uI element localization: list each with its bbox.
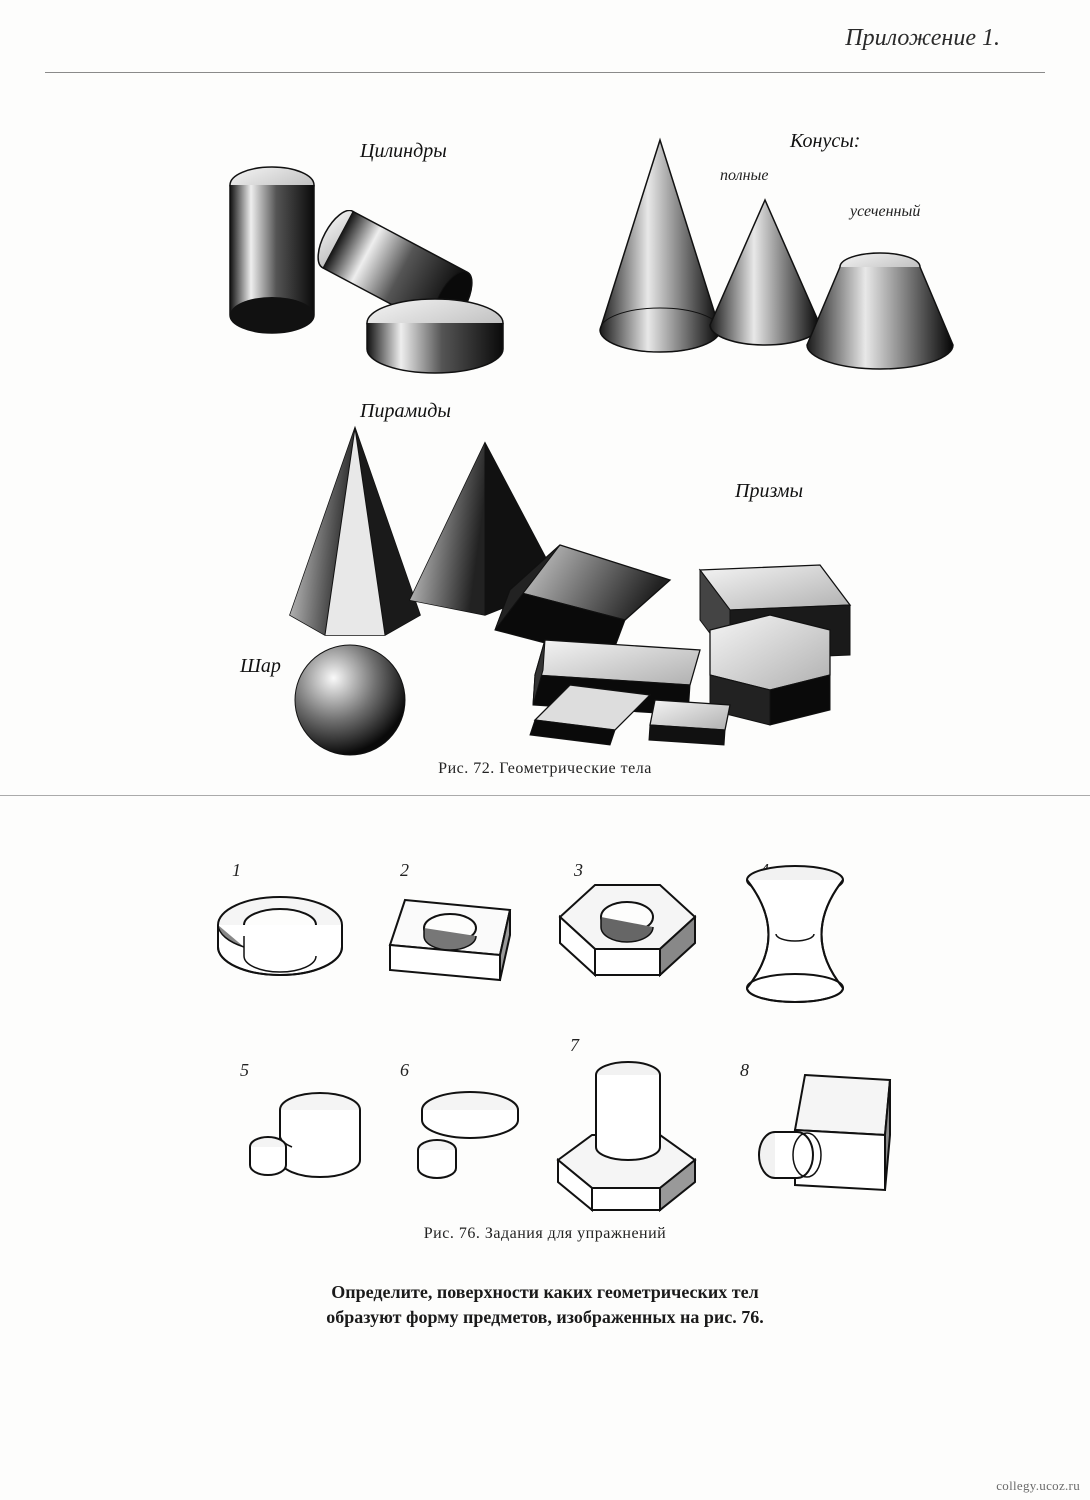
cylinder-disc	[360, 295, 510, 375]
part-1-ring	[205, 880, 355, 990]
part-7-cyl-hex	[540, 1040, 715, 1215]
label-cones: Конусы:	[790, 130, 860, 153]
part-4-bicone	[730, 860, 860, 1010]
label-cone-trunc: усеченный	[850, 203, 920, 221]
fig72-caption: Рис. 72. Геометрические тела	[0, 760, 1090, 778]
fig76-caption: Рис. 76. Задания для упражнений	[0, 1225, 1090, 1243]
header-annotation: Приложение 1.	[845, 25, 1000, 52]
task-text: Определите, поверхности каких геометриче…	[0, 1280, 1090, 1330]
part-6-rivet	[385, 1075, 525, 1190]
label-cylinders: Цилиндры	[360, 140, 447, 163]
part-5-step-cyl	[225, 1075, 370, 1190]
cone-truncated	[795, 245, 965, 375]
fig76-num-1: 1	[232, 860, 241, 881]
watermark: collegy.ucoz.ru	[996, 1478, 1080, 1494]
part-2-square-hole	[370, 880, 535, 995]
part-3-hex-nut	[545, 867, 710, 992]
task-line2: образуют форму предметов, изображенных н…	[326, 1307, 763, 1327]
page-root: Приложение 1.	[0, 0, 1090, 1500]
label-prisms: Призмы	[735, 480, 803, 503]
part-8-cyl-cube	[735, 1055, 905, 1205]
rule-top	[45, 72, 1045, 73]
fig76-num-2: 2	[400, 860, 409, 881]
prisms-group	[450, 510, 880, 750]
rule-mid	[0, 795, 1090, 796]
sphere	[290, 640, 410, 760]
label-sphere: Шар	[240, 655, 281, 678]
task-line1: Определите, поверхности каких геометриче…	[331, 1282, 758, 1302]
